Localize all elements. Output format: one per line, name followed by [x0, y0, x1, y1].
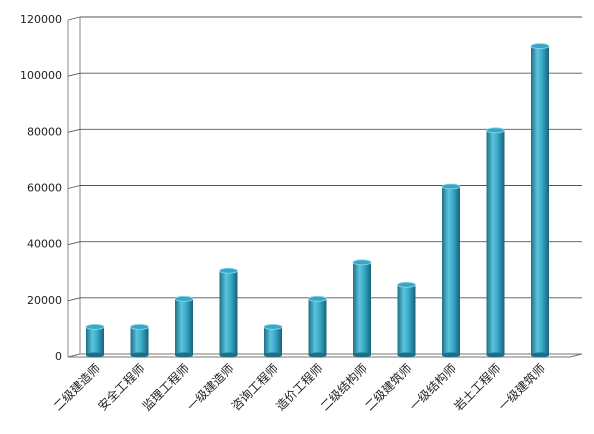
grid-line-side [67, 185, 81, 189]
grid-line-side [67, 72, 81, 77]
grid-line-side [67, 297, 81, 302]
y-tick-label: 0 [55, 350, 62, 363]
cylinder-base [130, 352, 149, 358]
cylinder-top [85, 324, 105, 330]
cylinder-base [486, 352, 505, 358]
cylinder-base [308, 352, 327, 358]
cylinder-base [264, 352, 282, 358]
cylinder-body [86, 326, 104, 355]
cylinder-top [441, 183, 461, 190]
bar [308, 295, 327, 358]
cylinder-top [397, 281, 416, 288]
y-tick-label: 20000 [27, 294, 62, 307]
cylinder-top [130, 324, 149, 330]
cylinder-body [219, 270, 238, 355]
y-tick-label: 100000 [20, 69, 62, 82]
bar [263, 324, 283, 358]
cylinder-top [263, 324, 283, 330]
bar [530, 43, 550, 358]
cylinder-top [352, 259, 372, 266]
cylinder-top [174, 295, 194, 302]
cylinder-top [308, 295, 327, 302]
bar [352, 259, 372, 358]
cylinder-body [308, 298, 327, 355]
cylinder-body [353, 262, 371, 355]
bar [441, 183, 461, 358]
cylinder-body [531, 46, 549, 355]
bar [397, 281, 416, 358]
grid-line-side [67, 16, 81, 21]
cylinder-base [175, 352, 193, 358]
cylinder-body [486, 130, 505, 355]
bar [85, 324, 105, 358]
cylinder-body [130, 326, 149, 355]
cylinder-top [486, 127, 505, 134]
bar [219, 267, 238, 358]
cylinder-top [219, 267, 238, 274]
grid-line-side [67, 128, 81, 133]
cylinder-top [530, 43, 550, 49]
cylinder-base [442, 352, 460, 358]
y-tick-label: 80000 [27, 125, 62, 138]
y-tick-label: 40000 [27, 238, 62, 251]
cylinder-body [397, 284, 416, 355]
cylinder-body [442, 186, 460, 355]
cylinder-body [264, 326, 282, 355]
bar [174, 295, 194, 358]
cylinder-base [353, 352, 371, 358]
y-tick-label: 120000 [20, 13, 62, 26]
cylinder-base [531, 352, 549, 358]
grid-line-side [67, 241, 81, 246]
cylinder-base [397, 352, 416, 358]
bar [486, 127, 505, 358]
y-tick-label: 60000 [27, 182, 62, 195]
cylinder-base [86, 352, 104, 358]
cylinder-body [175, 298, 193, 355]
cylinder-base [219, 352, 238, 358]
bar [130, 324, 149, 358]
